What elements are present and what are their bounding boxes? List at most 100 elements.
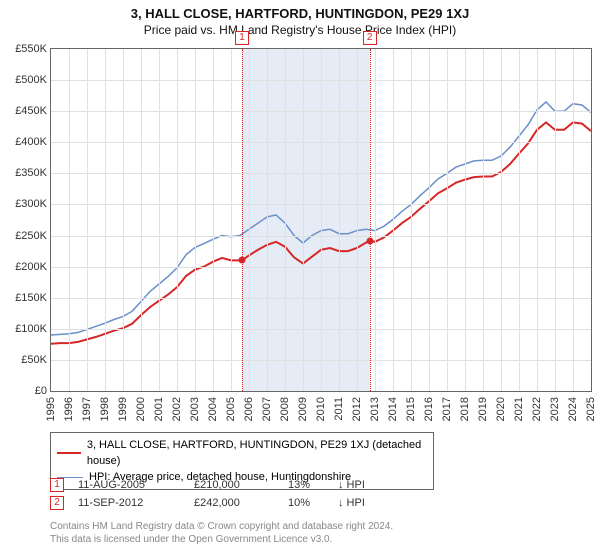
grid-v [447,49,448,391]
grid-v [69,49,70,391]
grid-v [303,49,304,391]
x-tick-label: 1999 [117,397,129,421]
grid-v [249,49,250,391]
x-tick-label: 2010 [315,397,327,421]
y-tick-label: £150K [15,292,47,304]
series-marker [238,257,245,264]
y-tick-label: £350K [15,167,47,179]
grid-v [339,49,340,391]
x-tick-label: 2023 [549,397,561,421]
grid-v [195,49,196,391]
sale-date: 11-SEP-2012 [78,497,194,509]
x-tick-label: 2020 [495,397,507,421]
y-tick-label: £200K [15,261,47,273]
grid-v [537,49,538,391]
sale-row: 1 11-AUG-2005£210,00013%↓ HPI [50,476,365,494]
x-tick-label: 2011 [333,397,345,421]
x-tick-label: 2005 [225,397,237,421]
chart-title-1: 3, HALL CLOSE, HARTFORD, HUNTINGDON, PE2… [0,0,600,21]
grid-v [141,49,142,391]
x-tick-label: 2024 [567,397,579,421]
legend-swatch [57,452,81,454]
grid-v [123,49,124,391]
x-tick-label: 1997 [81,397,93,421]
sale-flag: 2 [50,496,64,510]
sales-table: 1 11-AUG-2005£210,00013%↓ HPI 2 11-SEP-2012… [50,476,365,512]
x-tick-label: 1996 [63,397,75,421]
x-tick-label: 2001 [153,397,165,421]
y-tick-label: £100K [15,323,47,335]
grid-v [465,49,466,391]
x-tick-label: 2007 [261,397,273,421]
chart-title-2: Price paid vs. HM Land Registry's House … [0,21,600,41]
event-line [370,49,371,391]
grid-v [555,49,556,391]
grid-v [321,49,322,391]
grid-v [357,49,358,391]
legend-item: 3, HALL CLOSE, HARTFORD, HUNTINGDON, PE2… [57,437,427,469]
footer-line-2: This data is licensed under the Open Gov… [50,533,393,546]
grid-v [519,49,520,391]
grid-v [429,49,430,391]
chart-container: 3, HALL CLOSE, HARTFORD, HUNTINGDON, PE2… [0,0,600,560]
grid-v [105,49,106,391]
sale-row: 2 11-SEP-2012£242,00010%↓ HPI [50,494,365,512]
x-tick-label: 2018 [459,397,471,421]
x-tick-label: 2021 [513,397,525,421]
y-tick-label: £400K [15,136,47,148]
sale-date: 11-AUG-2005 [78,479,194,491]
x-tick-label: 2014 [387,397,399,421]
sale-vs-hpi: ↓ HPI [338,479,365,491]
grid-v [177,49,178,391]
x-tick-label: 2022 [531,397,543,421]
x-tick-label: 2016 [423,397,435,421]
sale-pct: 13% [288,479,338,491]
x-tick-label: 2017 [441,397,453,421]
event-flag: 2 [363,31,377,45]
sale-vs-hpi: ↓ HPI [338,497,365,509]
x-tick-label: 2013 [369,397,381,421]
x-tick-label: 2004 [207,397,219,421]
grid-v [393,49,394,391]
x-tick-label: 2003 [189,397,201,421]
footer-line-1: Contains HM Land Registry data © Crown c… [50,520,393,533]
y-tick-label: £300K [15,198,47,210]
y-tick-label: £0 [35,385,47,397]
grid-v [267,49,268,391]
y-tick-label: £500K [15,74,47,86]
grid-v [501,49,502,391]
sale-flag: 1 [50,478,64,492]
y-tick-label: £550K [15,43,47,55]
legend-label: 3, HALL CLOSE, HARTFORD, HUNTINGDON, PE2… [87,437,427,469]
x-tick-label: 2006 [243,397,255,421]
x-tick-label: 2015 [405,397,417,421]
grid-v [213,49,214,391]
grid-v [87,49,88,391]
grid-v [159,49,160,391]
grid-v [573,49,574,391]
grid-v [231,49,232,391]
x-tick-label: 1995 [45,397,57,421]
x-tick-label: 2000 [135,397,147,421]
grid-v [411,49,412,391]
event-flag: 1 [235,31,249,45]
plot-area: £0£50K£100K£150K£200K£250K£300K£350K£400… [50,48,592,392]
sale-pct: 10% [288,497,338,509]
x-tick-label: 2008 [279,397,291,421]
x-tick-label: 2012 [351,397,363,421]
sale-price: £242,000 [194,497,288,509]
footer-text: Contains HM Land Registry data © Crown c… [50,520,393,546]
x-tick-label: 2019 [477,397,489,421]
grid-v [285,49,286,391]
series-marker [366,237,373,244]
sale-price: £210,000 [194,479,288,491]
event-line [242,49,243,391]
grid-v [375,49,376,391]
x-tick-label: 2002 [171,397,183,421]
y-tick-label: £450K [15,105,47,117]
x-tick-label: 2009 [297,397,309,421]
x-tick-label: 1998 [99,397,111,421]
y-tick-label: £250K [15,230,47,242]
y-tick-label: £50K [21,354,47,366]
x-tick-label: 2025 [585,397,597,421]
